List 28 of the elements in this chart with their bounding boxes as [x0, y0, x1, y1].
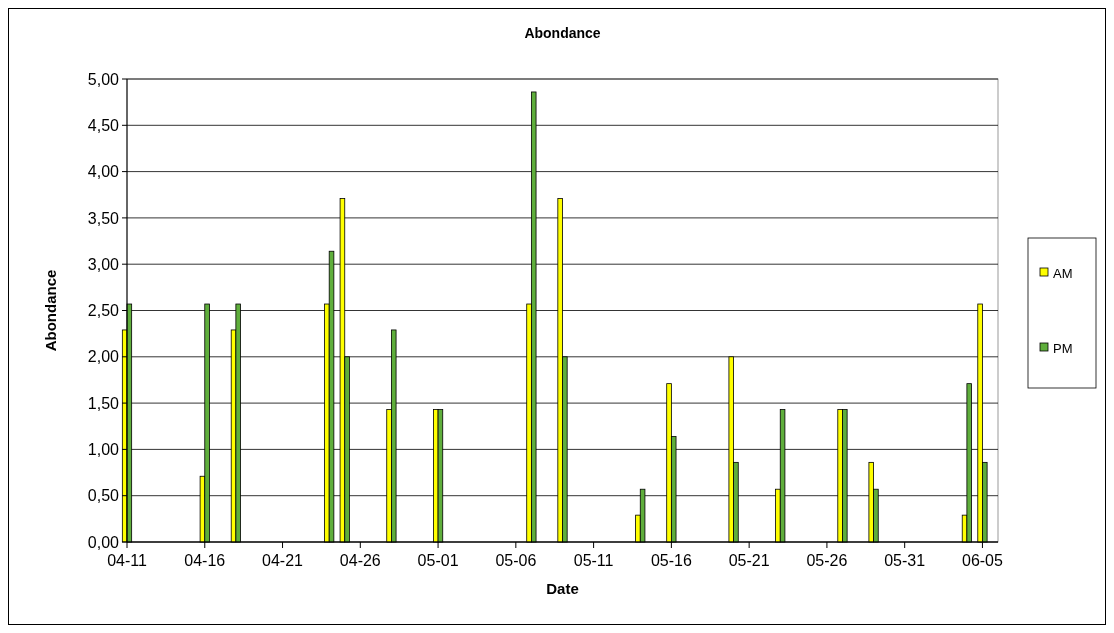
- y-tick-label: 3,00: [87, 255, 120, 273]
- x-tick-label: 05-31: [884, 552, 926, 569]
- x-tick-label: 04-26: [339, 552, 381, 569]
- y-tick-label: 2,00: [87, 348, 120, 366]
- y-tick-label: 3,50: [87, 209, 120, 227]
- legend-label: PM: [1053, 340, 1073, 356]
- y-axis-title: Abondance: [42, 269, 59, 352]
- y-tick-label: 1,00: [87, 441, 120, 458]
- x-tick-label: 05-26: [806, 552, 848, 569]
- x-tick-label: 05-21: [728, 552, 770, 569]
- x-tick-label: 05-11: [573, 552, 614, 569]
- legend-label: AM: [1053, 265, 1073, 281]
- x-tick-label: 04-16: [184, 552, 226, 569]
- y-tick-label: 4,00: [87, 163, 120, 181]
- x-tick-label: 04-11: [107, 552, 147, 569]
- x-tick-label: 05-06: [495, 552, 537, 569]
- x-tick-label: 05-01: [417, 552, 459, 569]
- y-tick-label: 4,50: [87, 116, 120, 134]
- chart-title: Abondance: [524, 25, 601, 41]
- y-tick-label: 0,50: [87, 487, 120, 505]
- x-axis-title: Date: [546, 580, 579, 597]
- y-tick-label: 2,50: [87, 302, 120, 320]
- y-tick-label: 0,00: [87, 533, 120, 551]
- y-tick-label: 1,50: [87, 394, 120, 412]
- y-tick-label: 5,00: [87, 70, 120, 88]
- x-tick-label: 05-16: [650, 552, 692, 569]
- x-tick-label: 04-21: [262, 552, 304, 569]
- x-tick-label: 06-05: [961, 552, 1004, 569]
